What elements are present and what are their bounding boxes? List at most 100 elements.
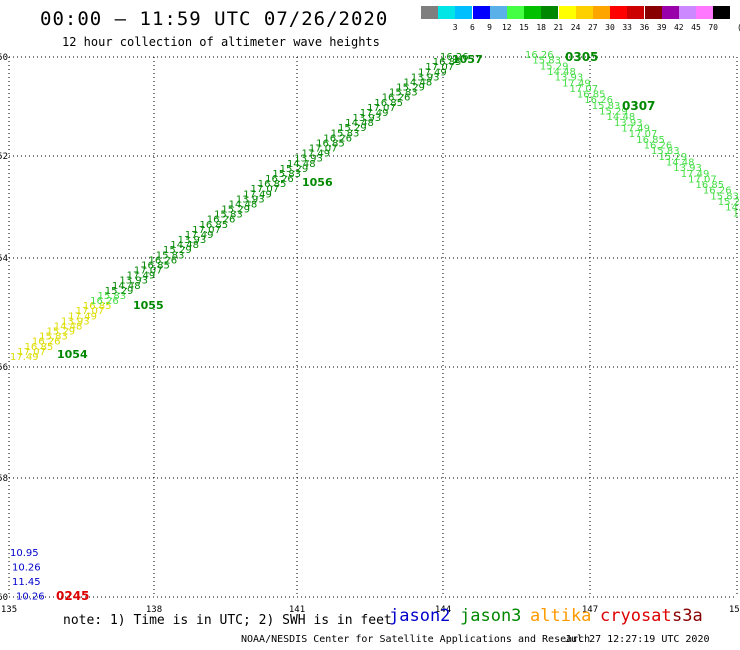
swh-value-label: 15.29 (396, 83, 425, 94)
swh-value-label: 13.93 (733, 208, 740, 219)
longitude-label: 135 (1, 605, 17, 615)
swh-value-label: 16.26 (584, 95, 613, 106)
swh-value-label: 14.48 (725, 203, 740, 214)
swh-value-label: 15.29 (718, 197, 740, 208)
swh-value-label: 14.48 (229, 199, 258, 210)
longitude-label: 141 (289, 605, 305, 615)
swh-value-label: 13.93 (61, 316, 90, 327)
map-subtitle: 12 hour collection of altimeter wave hei… (62, 35, 380, 49)
swh-value-label: 15.83 (272, 169, 301, 180)
swh-value-label: 15.29 (105, 286, 134, 297)
colorbar-label: 6 (469, 23, 475, 32)
swh-value-label: 14.48 (547, 67, 576, 78)
swh-value-label: 16.85 (258, 179, 287, 190)
swh-value-label: 15.29 (221, 205, 250, 216)
swh-value-label: 17.49 (621, 124, 650, 135)
pass-time-label: 0245 (56, 589, 89, 603)
colorbar-label: 42 (673, 23, 684, 32)
swh-value-label: 15.83 (592, 101, 621, 112)
swh-value-label: 16.85 (433, 57, 462, 68)
colorbar-swatch (627, 6, 645, 19)
swh-value-label: 16.26 (644, 140, 673, 151)
swh-value-label: 16.85 (636, 135, 665, 146)
axis-tick-labels: -50 -52 -54 -56 -58 -60 135 138 141 144 147 150 (0, 53, 740, 615)
swh-value-label: 17.07 (688, 174, 717, 185)
swh-value-label: 14.48 (345, 118, 374, 129)
swh-value-label: 13.93 (353, 113, 382, 124)
swh-value-label: 16.26 (703, 186, 732, 197)
swh-value-label: 17.07 (76, 306, 105, 317)
swh-value-label: 16.85 (374, 98, 403, 109)
swh-value-label: 17.07 (309, 144, 338, 155)
swh-value-label: 16.26 (32, 337, 61, 348)
swh-value-label: 16.85 (141, 260, 170, 271)
swh-value-label: 14.48 (404, 77, 433, 88)
colorbar-label: 33 (622, 23, 632, 32)
colorbar-swatch (541, 6, 559, 19)
colorbar-label: 3 (452, 23, 458, 32)
swh-value-label: 15.83 (214, 210, 243, 221)
latitude-label: -54 (0, 254, 8, 264)
swh-value-label: 16.85 (83, 301, 112, 312)
colorbar-unit: (ft) (735, 23, 740, 32)
colorbar-swatch (507, 6, 524, 19)
swh-value-label: 14.48 (287, 159, 316, 170)
swh-value-label: 15.83 (156, 250, 185, 261)
swh-value-label: 16.85 (696, 180, 725, 191)
longitude-label: 147 (582, 605, 598, 615)
swh-value-label: 16.85 (25, 342, 54, 353)
satellite-altika: altika (530, 606, 592, 626)
colorbar-swatch (593, 6, 610, 19)
pass-time-label: 0305 (565, 50, 598, 64)
swh-value-label: 17.49 (360, 108, 389, 119)
swh-value-label: 16.85 (316, 138, 345, 149)
swh-value-label: 16.26 (207, 215, 236, 226)
footnote: note: 1) Time is in UTC; 2) SWH is in fe… (63, 613, 392, 628)
swh-value-label: 10.95 (10, 548, 39, 559)
pass-time-label: 1056 (302, 176, 333, 189)
swh-value-label: 16.26 (323, 133, 352, 144)
pass-time-label: 1055 (133, 299, 164, 312)
altimeter-tracks: 17.4917.0716.8516.2615.8315.2914.4813.93… (10, 50, 740, 603)
satellite-jason3: jason3 (460, 606, 522, 626)
colorbar-label: 15 (519, 23, 529, 32)
colorbar-swatch (472, 6, 490, 19)
colorbar-swatch (696, 6, 714, 19)
colorbar-swatch (661, 6, 679, 19)
swh-value-label: 17.07 (629, 129, 658, 140)
swh-value-label: 15.29 (599, 107, 628, 118)
swh-value-label: 16.26 (148, 255, 177, 266)
colorbar-swatch (575, 6, 593, 19)
colorbar-label: 27 (587, 23, 598, 32)
swh-value-label: 13.93 (119, 276, 148, 287)
swh-value-label: 16.26 (265, 174, 294, 185)
latitude-label: -58 (0, 474, 8, 484)
swh-value-label: 13.93 (673, 163, 702, 174)
colorbar-swatch (524, 6, 542, 19)
swh-value-label: 16.26 (525, 50, 554, 61)
satellite-cryosat: cryosat (600, 606, 672, 626)
swh-value-label: 15.83 (97, 291, 126, 302)
swh-value-label: 17.49 (418, 67, 447, 78)
colorbar-label: 24 (570, 23, 581, 32)
swh-value-label: 15.29 (46, 327, 75, 338)
swh-value-label: 17.07 (192, 225, 221, 236)
colorbar-label: 9 (487, 23, 492, 32)
colorbar-swatch (489, 6, 507, 19)
swh-value-label: 15.83 (39, 332, 68, 343)
swh-value-label: 14.48 (112, 281, 141, 292)
swh-value-label: 14.48 (170, 240, 199, 251)
swh-value-label: 15.29 (163, 245, 192, 256)
colorbar-label: 30 (605, 23, 615, 32)
swh-value-label: 17.07 (425, 62, 454, 73)
swh-value-label: 17.49 (681, 169, 710, 180)
swh-value-label: 15.29 (658, 152, 687, 163)
longitude-label: 150 (729, 605, 740, 615)
longitude-label: 144 (435, 605, 451, 615)
pass-time-label: 0307 (622, 99, 655, 113)
swh-value-label: 16.26 (90, 296, 119, 307)
colorbar-swatch (438, 6, 456, 19)
swh-value-label: 13.93 (411, 72, 440, 83)
colorbar-swatch (558, 6, 576, 19)
